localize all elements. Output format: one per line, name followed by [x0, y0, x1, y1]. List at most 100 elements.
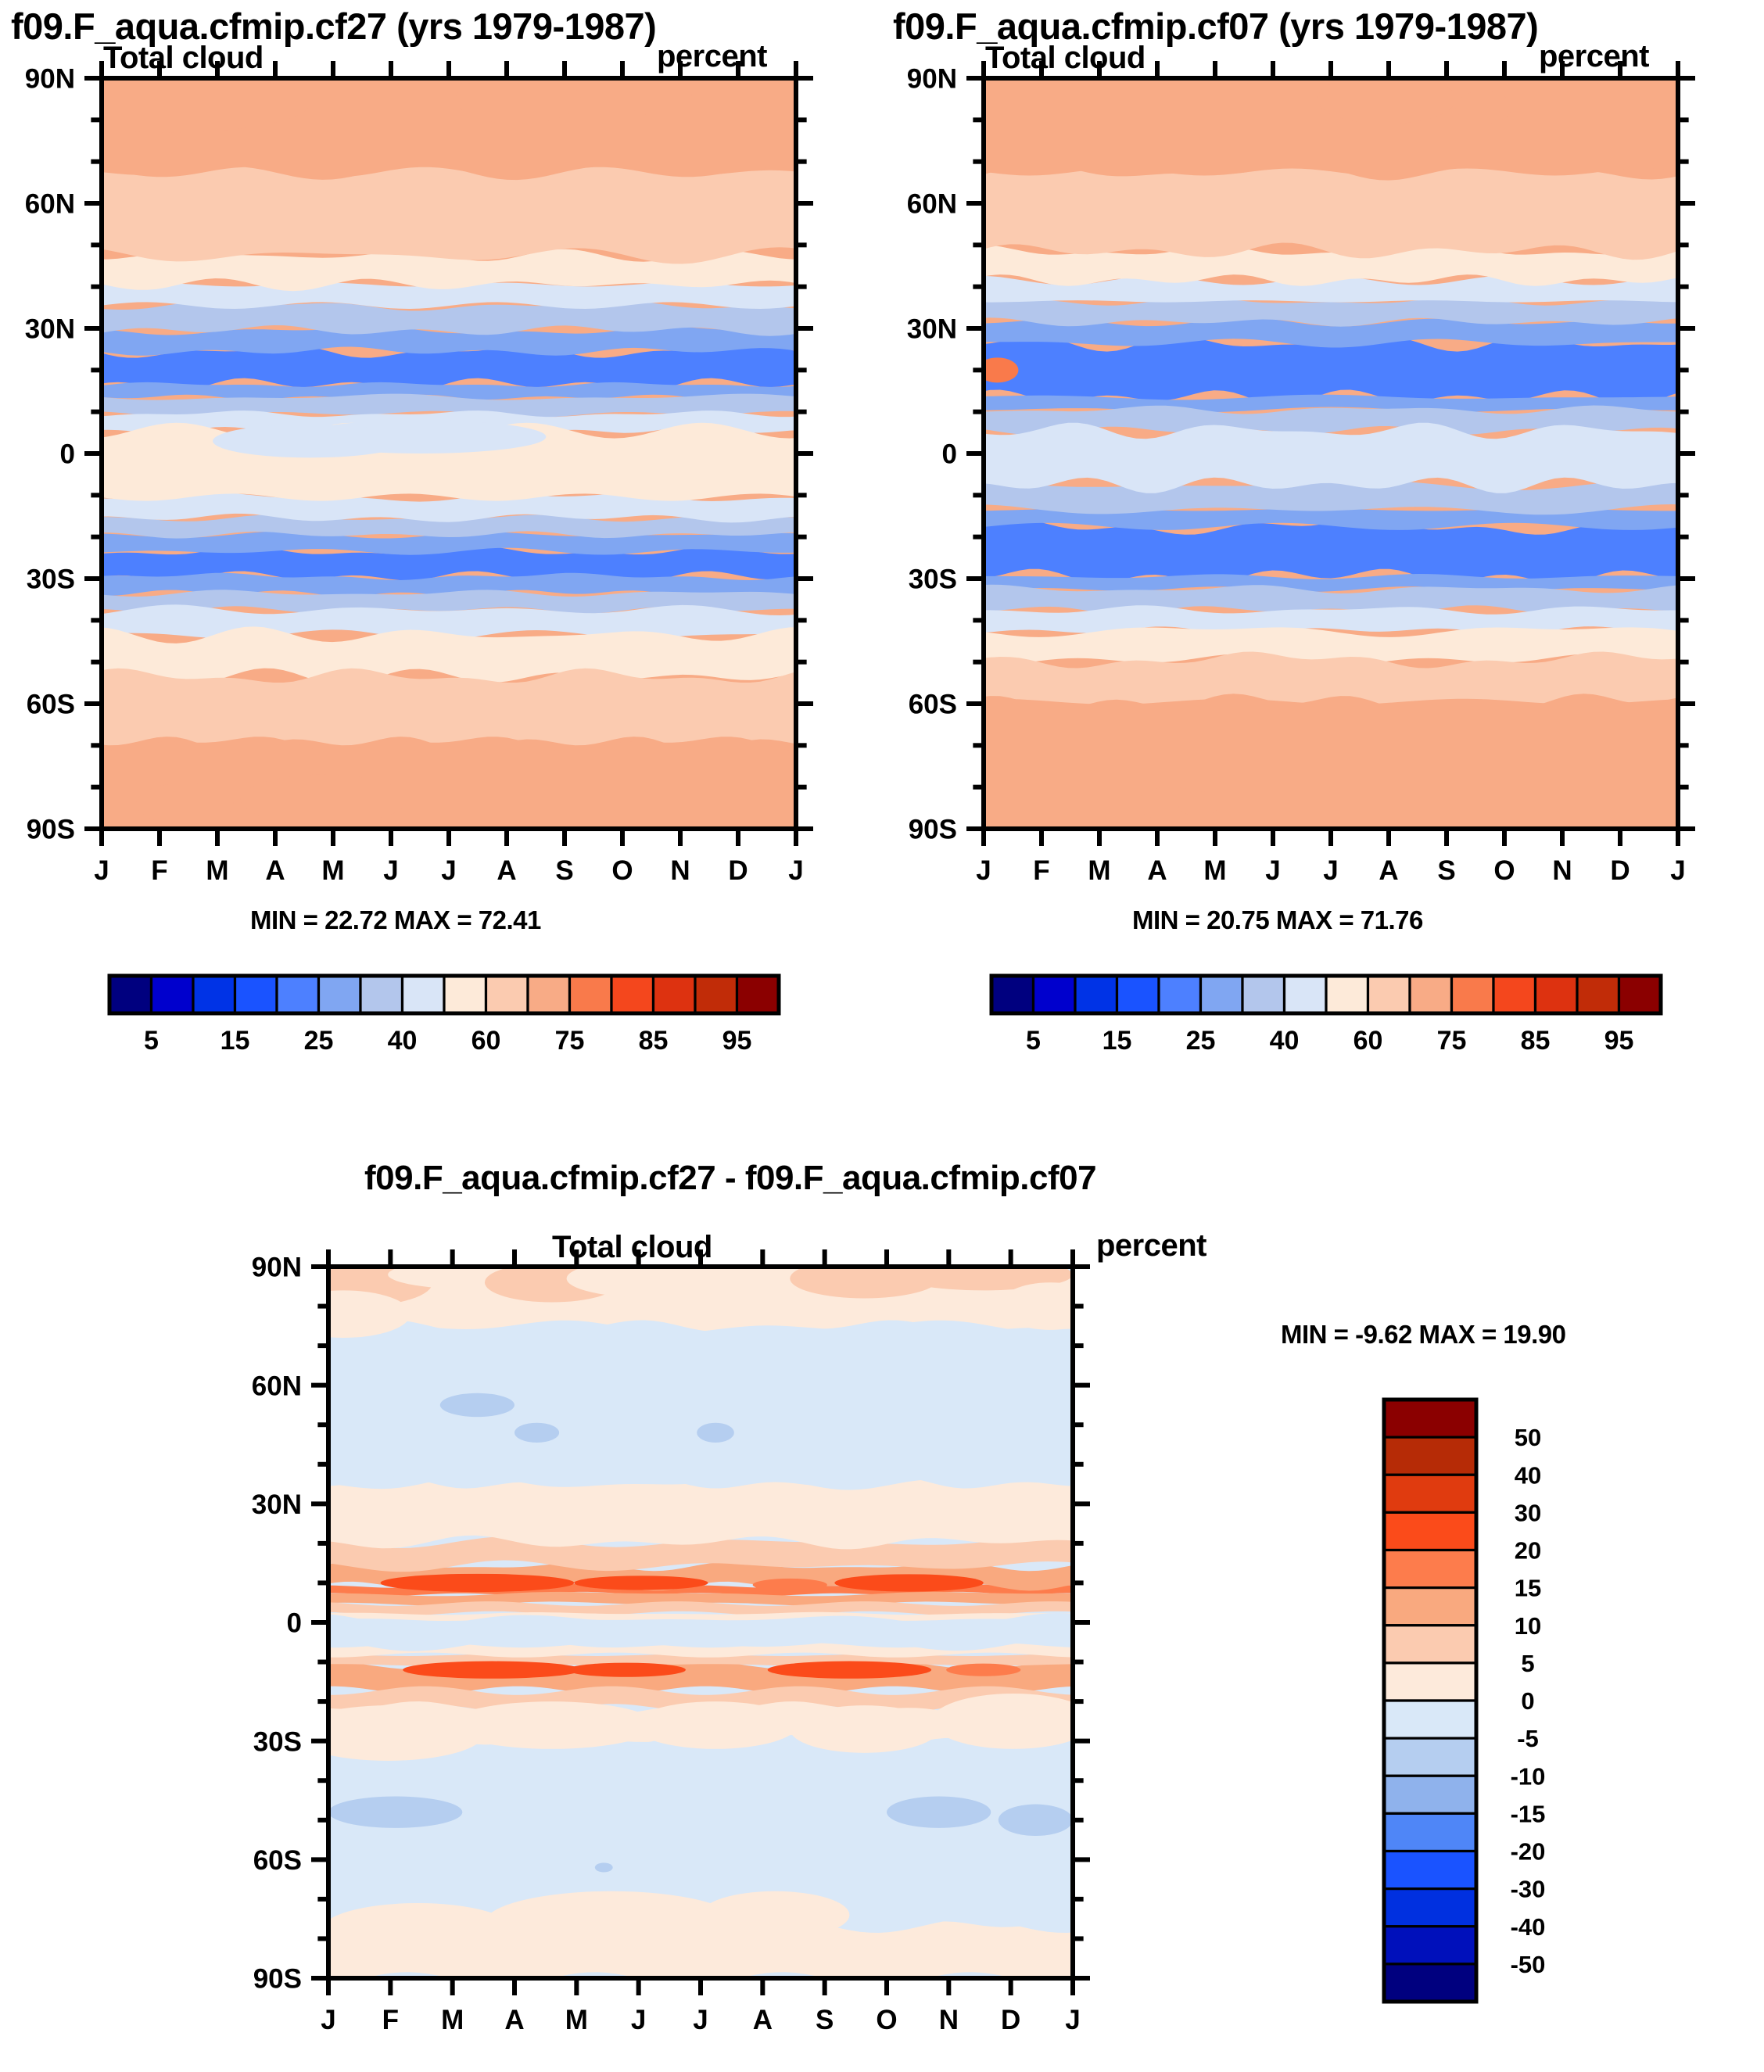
- colorbar-swatch[interactable]: [1157, 974, 1203, 1015]
- colorbar-swatch[interactable]: [233, 974, 278, 1015]
- colorbar-swatch[interactable]: [1382, 1963, 1478, 2003]
- colorbar-outline: [107, 973, 781, 1016]
- contour-band: [984, 651, 1678, 710]
- contour-blob: [998, 1282, 1073, 1330]
- colorbar-swatch[interactable]: [1382, 1624, 1478, 1665]
- colorbar-swatch[interactable]: [1074, 974, 1119, 1015]
- contour-blob: [594, 1862, 613, 1873]
- colorbar-swatch[interactable]: [651, 974, 697, 1015]
- colorbar-swatch[interactable]: [735, 974, 780, 1015]
- contour-band: [984, 335, 1678, 406]
- colorbar-swatch[interactable]: [1617, 974, 1662, 1015]
- panel-difference-units-label: percent: [1096, 1228, 1207, 1263]
- colorbar-swatch[interactable]: [1382, 1548, 1478, 1590]
- colorbar-tick-label: 40: [1515, 1461, 1541, 1489]
- panel-top-left-title: f09.F_aqua.cfmip.cf27 (yrs 1979-1987): [11, 5, 657, 47]
- x-axis-tick-label: M: [321, 855, 344, 886]
- contour-band: [102, 326, 796, 356]
- colorbar-swatch[interactable]: [192, 974, 237, 1015]
- panel-top-left-var-label: Total cloud: [103, 41, 264, 75]
- colorbar-swatch[interactable]: [1241, 974, 1286, 1015]
- colorbar-tick-label: 30: [1515, 1499, 1541, 1526]
- panel-top-left-units-label: percent: [657, 39, 768, 73]
- colorbar-swatch[interactable]: [1382, 1849, 1478, 1891]
- colorbar-swatch[interactable]: [1382, 1436, 1478, 1476]
- colorbar-swatch[interactable]: [1382, 1586, 1478, 1627]
- colorbar-swatch[interactable]: [443, 974, 488, 1015]
- colorbar-swatch[interactable]: [1450, 974, 1495, 1015]
- colorbar-swatch[interactable]: [1533, 974, 1579, 1015]
- contour-band: [102, 393, 796, 418]
- colorbar-swatch[interactable]: [484, 974, 529, 1015]
- contour-band: [102, 572, 796, 597]
- colorbar-swatch[interactable]: [1382, 1812, 1478, 1853]
- contour-band: [102, 249, 796, 292]
- colorbar-swatch[interactable]: [990, 974, 1035, 1015]
- panel-difference: f09.F_aqua.cfmip.cf27 - f09.F_aqua.cfmip…: [0, 1142, 1764, 2072]
- y-axis-tick-label: 60S: [27, 690, 75, 720]
- colorbar-swatch[interactable]: [359, 974, 404, 1015]
- contour-field: [328, 1267, 1073, 1978]
- colorbar-outline: [1382, 1397, 1479, 2004]
- colorbar-tick-label: 85: [1521, 1026, 1551, 1056]
- colorbar-swatch[interactable]: [1382, 1473, 1478, 1514]
- x-axis-tick-label: D: [1610, 855, 1630, 886]
- x-axis-tick-label: O: [611, 855, 633, 886]
- colorbar-swatch[interactable]: [108, 974, 153, 1015]
- y-axis-tick-label: 60N: [25, 189, 75, 220]
- colorbar-tick-label: 15: [1102, 1026, 1132, 1056]
- contour-band: [102, 345, 796, 392]
- colorbar-swatch[interactable]: [1382, 1699, 1478, 1740]
- x-axis-tick-label: N: [670, 855, 690, 886]
- colorbar-swatch[interactable]: [1382, 1511, 1478, 1552]
- colorbar-swatch[interactable]: [1382, 1662, 1478, 1702]
- colorbar-tick-label: 15: [1515, 1575, 1541, 1602]
- x-axis-tick-label: J: [1265, 855, 1280, 886]
- panel-top-right-var-label: Total cloud: [985, 41, 1146, 75]
- colorbar-swatch[interactable]: [1576, 974, 1621, 1015]
- colorbar-swatch[interactable]: [1282, 974, 1328, 1015]
- y-axis-tick-label: 90S: [27, 815, 75, 845]
- y-axis-tick-label: 30S: [253, 1726, 302, 1757]
- colorbar-swatch[interactable]: [694, 974, 739, 1015]
- x-axis-tick-label: F: [151, 855, 167, 886]
- colorbar-swatch[interactable]: [1382, 1398, 1478, 1439]
- y-axis-tick-label: 90N: [252, 1253, 302, 1283]
- colorbar-swatch[interactable]: [1408, 974, 1454, 1015]
- contour-band: [102, 590, 796, 614]
- colorbar-swatch[interactable]: [1492, 974, 1537, 1015]
- colorbar-swatch[interactable]: [1382, 1774, 1478, 1815]
- colorbar-swatch[interactable]: [1199, 974, 1244, 1015]
- colorbar-swatch[interactable]: [1115, 974, 1160, 1015]
- contour-blob: [447, 1701, 656, 1749]
- contour-field: [984, 78, 1678, 829]
- colorbar-swatch[interactable]: [1325, 974, 1370, 1015]
- colorbar-swatch[interactable]: [1366, 974, 1411, 1015]
- contour-blob: [484, 1891, 738, 1955]
- colorbar-swatch[interactable]: [1382, 1887, 1478, 1928]
- x-axis-tick-label: J: [321, 2005, 335, 2035]
- contour-band: [102, 163, 796, 264]
- x-axis-tick-label: M: [565, 2005, 588, 2035]
- colorbar-swatch[interactable]: [400, 974, 446, 1015]
- colorbar-top-right[interactable]: 5 15 25 40 60 75 85 95: [882, 970, 1764, 1071]
- colorbar-swatch[interactable]: [610, 974, 655, 1015]
- colorbar-tick-label: -20: [1511, 1838, 1546, 1866]
- colorbar-top-left[interactable]: 5 15 25 40 60 75 85 95: [0, 970, 882, 1071]
- colorbar-swatch[interactable]: [526, 974, 572, 1015]
- y-axis-tick-label: 60S: [909, 690, 957, 720]
- x-axis-tick-label: A: [753, 2005, 773, 2035]
- colorbar-swatch[interactable]: [149, 974, 195, 1015]
- colorbar-swatch[interactable]: [1382, 1925, 1478, 1966]
- colorbar-swatch[interactable]: [317, 974, 362, 1015]
- x-axis-tick-label: A: [1379, 855, 1398, 886]
- x-axis-tick-label: N: [1552, 855, 1572, 886]
- colorbar-swatch[interactable]: [568, 974, 613, 1015]
- colorbar-swatch[interactable]: [275, 974, 321, 1015]
- colorbar-tick-label: 60: [1353, 1026, 1383, 1056]
- x-axis-tick-label: J: [94, 855, 109, 886]
- colorbar-swatch[interactable]: [1031, 974, 1077, 1015]
- colorbar-swatch[interactable]: [1382, 1737, 1478, 1777]
- x-axis-tick-label: S: [555, 855, 573, 886]
